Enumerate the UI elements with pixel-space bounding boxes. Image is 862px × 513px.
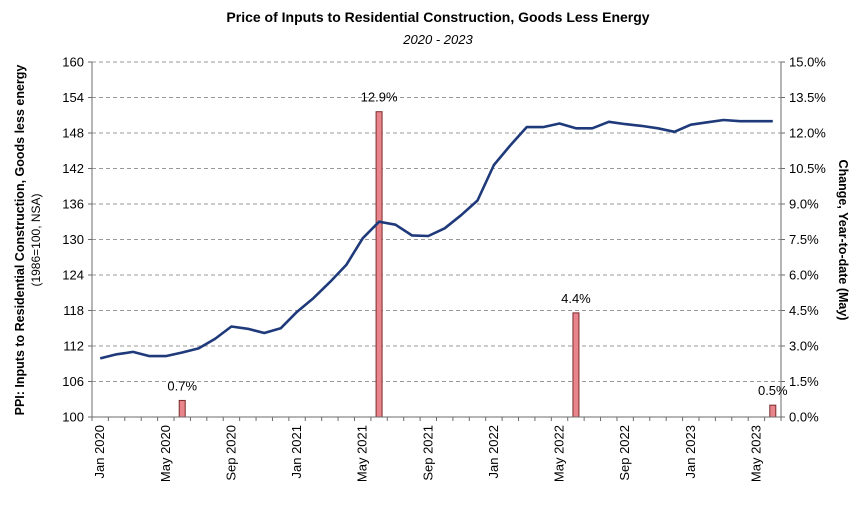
x-tick-label: May 2022 xyxy=(552,425,567,482)
bar xyxy=(572,312,580,418)
y-left-tick-label: 154 xyxy=(62,90,84,105)
bar-data-label: 4.4% xyxy=(561,291,591,306)
y-right-tick-label: 4.5% xyxy=(789,303,819,318)
y-right-tick-label: 13.5% xyxy=(789,90,826,105)
ppi-line xyxy=(99,118,773,360)
bar xyxy=(769,404,777,418)
y-left-tick-label: 118 xyxy=(63,303,84,318)
gridlines xyxy=(92,61,781,382)
y-right-tick-label: 7.5% xyxy=(789,232,819,247)
y-axis-right-label: Change, Year-to-date (May) xyxy=(836,160,850,321)
x-tick-label: Jan 2022 xyxy=(486,425,501,479)
y-left-tick-label: 124 xyxy=(62,268,84,283)
x-tick-label: May 2023 xyxy=(748,425,763,482)
y-left-tick-label: 112 xyxy=(63,339,84,354)
y-left-tick-label: 136 xyxy=(62,197,84,212)
y-right-tick-label: 1.5% xyxy=(789,374,819,389)
y-right-tick-label: 3.0% xyxy=(789,339,819,354)
bar-series xyxy=(178,111,777,418)
chart-subtitle: 2020 - 2023 xyxy=(402,32,473,47)
y-right-tick-label: 9.0% xyxy=(789,197,819,212)
y-right-tick-label: 6.0% xyxy=(789,268,819,283)
y-left-tick-label: 106 xyxy=(62,374,84,389)
y-right-tick-label: 0.0% xyxy=(789,410,819,425)
y-left-tick-label: 148 xyxy=(62,126,84,141)
y-left-tick-label: 130 xyxy=(62,232,84,247)
y-right-tick-label: 10.5% xyxy=(789,161,826,176)
bar xyxy=(178,399,186,418)
bar xyxy=(375,111,383,418)
x-tick-label: Sep 2020 xyxy=(223,425,238,481)
x-tick-label: May 2021 xyxy=(355,425,370,482)
line-series xyxy=(99,118,773,360)
x-tick-label: Sep 2022 xyxy=(617,425,632,481)
y-left-tick-label: 142 xyxy=(62,161,84,176)
y-left-tick-label: 100 xyxy=(62,410,84,425)
bar-data-label: 0.5% xyxy=(758,383,788,398)
labels: 100 106 112 118 124 130 136 142 148 154 160 0.0% 1.5… xyxy=(62,55,826,483)
chart-title: Price of Inputs to Residential Construct… xyxy=(226,9,649,25)
axes xyxy=(88,61,785,421)
x-tick-label: Jan 2020 xyxy=(92,425,107,479)
bar-data-label: 0.7% xyxy=(167,378,197,393)
x-tick-label: Jan 2023 xyxy=(683,425,698,479)
y-right-tick-label: 15.0% xyxy=(789,55,826,70)
y-axis-left-label: PPI: Inputs to Residential Construction,… xyxy=(13,65,27,416)
y-axis-left-sublabel: (1986=100, NSA) xyxy=(29,193,43,286)
x-tick-label: Sep 2021 xyxy=(420,425,435,481)
x-tick-label: Jan 2021 xyxy=(289,425,304,479)
y-right-tick-label: 12.0% xyxy=(789,126,826,141)
bar-data-label: 12.9% xyxy=(361,90,398,105)
y-left-tick-label: 160 xyxy=(62,55,84,70)
x-tick-label: May 2020 xyxy=(158,425,173,482)
